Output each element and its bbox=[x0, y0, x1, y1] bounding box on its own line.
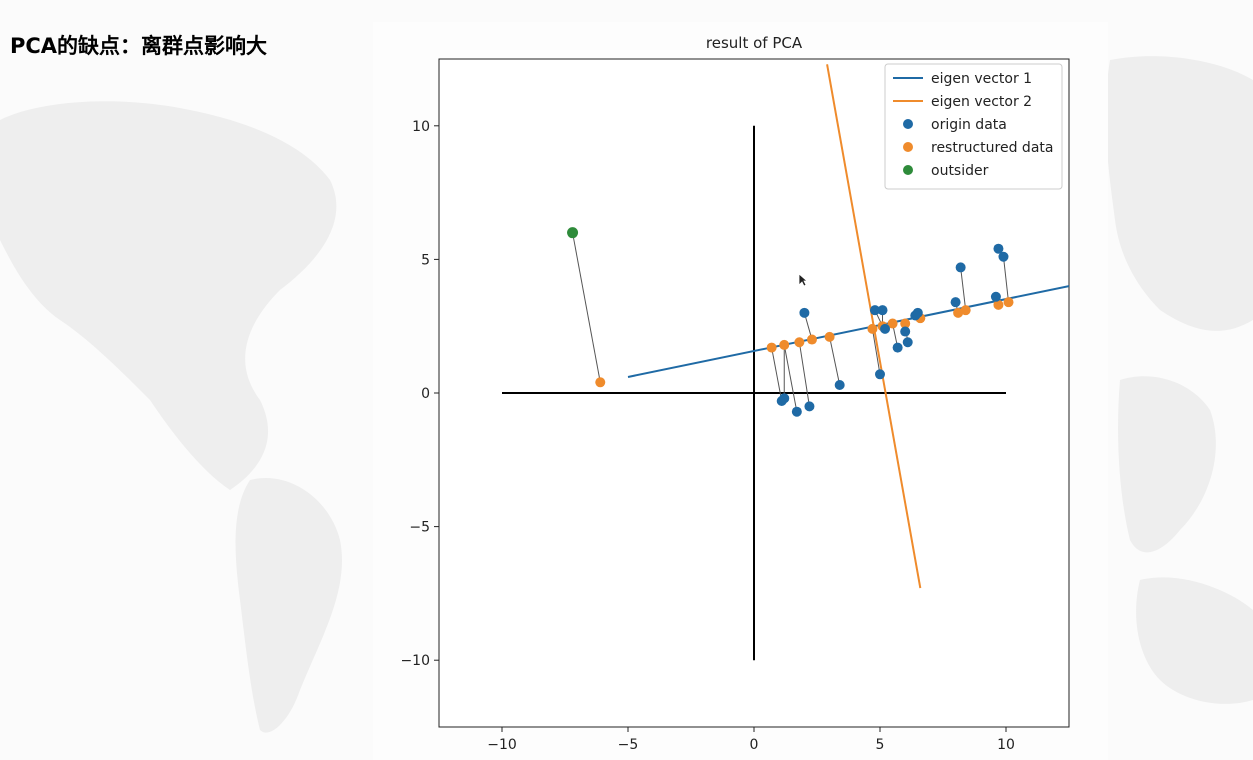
x-tick-label: 0 bbox=[750, 737, 759, 753]
origin-data-point bbox=[877, 305, 888, 316]
legend-label: origin data bbox=[931, 117, 1007, 133]
x-tick-label: −10 bbox=[487, 737, 517, 753]
restructured-data-point bbox=[993, 299, 1004, 310]
restructured-data-point bbox=[766, 342, 777, 353]
projection-connector bbox=[829, 336, 841, 386]
restructured-data-point bbox=[867, 323, 878, 334]
legend-label: outsider bbox=[931, 163, 989, 179]
restructured-data-point bbox=[794, 337, 805, 348]
origin-data-point bbox=[880, 323, 891, 334]
origin-data-point bbox=[799, 307, 810, 318]
legend-swatch-dot bbox=[903, 142, 913, 152]
origin-data-point bbox=[950, 297, 961, 308]
legend-label: restructured data bbox=[931, 140, 1053, 156]
restructured-data-point bbox=[806, 334, 817, 345]
origin-data-point bbox=[955, 262, 966, 273]
legend-label: eigen vector 2 bbox=[931, 94, 1032, 110]
x-tick-label: 5 bbox=[876, 737, 885, 753]
projection-connector bbox=[1002, 256, 1010, 303]
restructured-data-point bbox=[779, 339, 790, 350]
slide-title: PCA的缺点：离群点影响大 bbox=[10, 34, 268, 58]
chart-title: result of PCA bbox=[706, 34, 803, 52]
projection-connector bbox=[960, 267, 967, 311]
y-tick-label: −5 bbox=[409, 520, 430, 536]
restructured-data-point bbox=[824, 331, 835, 342]
origin-data-point bbox=[804, 401, 815, 412]
origin-data-point bbox=[892, 342, 903, 353]
restructured-data-point bbox=[953, 307, 964, 318]
restructured-data-point bbox=[900, 318, 911, 329]
projection-connector bbox=[771, 347, 783, 402]
legend-box bbox=[884, 63, 1063, 190]
legend-swatch-dot bbox=[903, 165, 913, 175]
y-tick-label: −10 bbox=[400, 653, 430, 669]
origin-data-point bbox=[779, 393, 790, 404]
outsider-restructured-point bbox=[595, 377, 606, 388]
legend: eigen vector 1 eigen vector 2 origin data r… bbox=[884, 63, 1063, 190]
tick-layer: −10 −5 0 5 10 −10 −5 0 5 10 bbox=[400, 119, 1014, 753]
y-tick-label: 10 bbox=[412, 119, 430, 135]
origin-data-point bbox=[834, 379, 845, 390]
projection-connector bbox=[798, 342, 810, 407]
plot-layer bbox=[502, 64, 1069, 661]
origin-data-point bbox=[902, 337, 913, 348]
restructured-data-point bbox=[1003, 297, 1014, 308]
origin-data-point bbox=[875, 369, 885, 380]
x-tick-label: −5 bbox=[618, 737, 639, 753]
outsider-point bbox=[567, 227, 579, 239]
origin-data-point bbox=[900, 326, 911, 337]
legend-label: eigen vector 1 bbox=[931, 71, 1032, 87]
projection-connector bbox=[871, 328, 881, 375]
outsider-connector bbox=[572, 232, 601, 383]
x-tick-label: 10 bbox=[997, 737, 1015, 753]
y-tick-label: 5 bbox=[421, 252, 430, 268]
origin-data-point bbox=[993, 243, 1004, 254]
origin-data-point bbox=[912, 307, 923, 318]
figure-panel: result of PCA −10 −5 0 5 10 −10 −5 0 5 10 eigen v… bbox=[373, 22, 1108, 760]
restructured-data-point bbox=[887, 318, 898, 329]
pca-chart: result of PCA −10 −5 0 5 10 −10 −5 0 5 10 eigen v… bbox=[400, 34, 1070, 753]
legend-swatch-dot bbox=[903, 119, 913, 129]
origin-data-point bbox=[869, 305, 880, 316]
restructured-data-point bbox=[960, 305, 971, 316]
y-tick-label: 0 bbox=[421, 386, 430, 402]
origin-data-point bbox=[990, 291, 1001, 302]
origin-data-point bbox=[791, 406, 802, 417]
mouse-cursor-icon bbox=[798, 273, 808, 287]
projection-connector bbox=[783, 344, 798, 412]
origin-data-point bbox=[998, 251, 1009, 262]
